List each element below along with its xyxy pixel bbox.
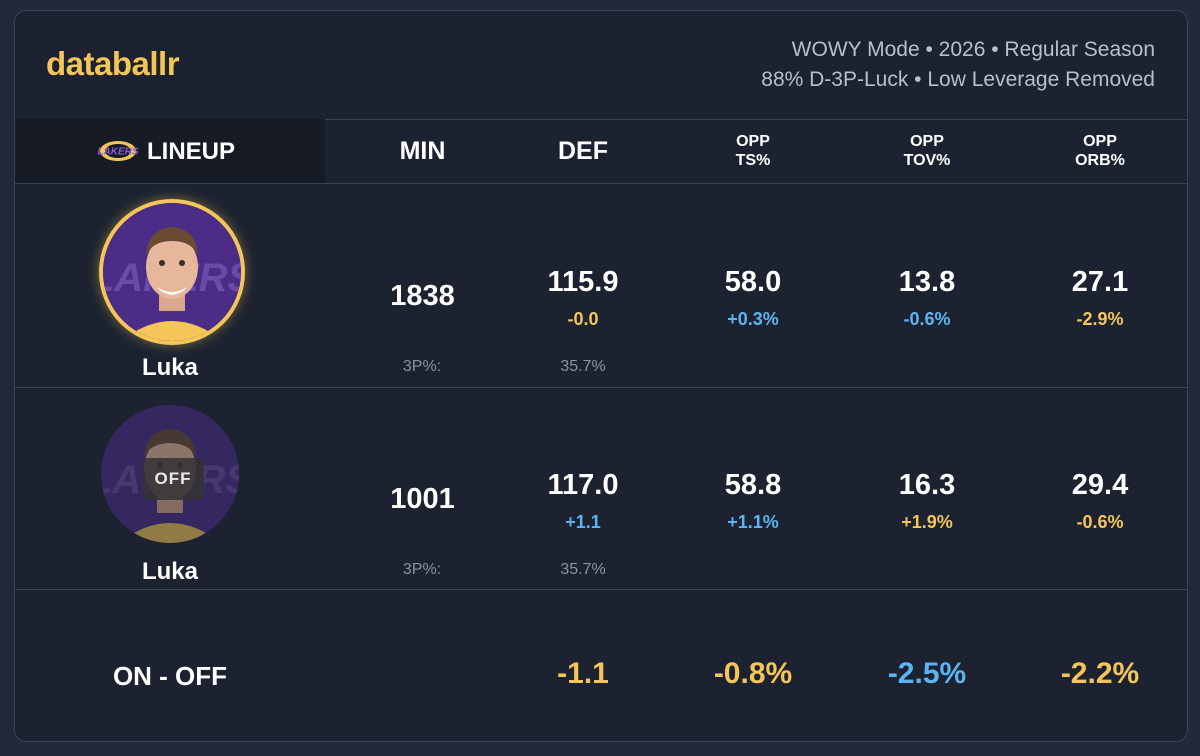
opp-orb-value: 27.1	[1071, 266, 1129, 298]
player-name[interactable]: Luka	[141, 354, 198, 381]
opp-orb-header-line1: OPP	[1083, 133, 1117, 150]
opp-orb-value: 29.4	[1071, 469, 1129, 501]
opp-tov-delta: +1.9%	[901, 512, 953, 532]
opp-ts-header-line1: OPP	[736, 133, 770, 150]
mode-info: WOWY Mode • 2026 • Regular Season 88% D-…	[761, 35, 1155, 95]
opp-ts-header[interactable]: OPP TS%	[693, 119, 813, 183]
wowy-card: databallr WOWY Mode • 2026 • Regular Sea…	[14, 10, 1188, 742]
svg-text:LAKERS: LAKERS	[97, 147, 138, 158]
on-off-opp-tov: -2.5%	[887, 657, 967, 690]
opp-orb-delta: -2.9%	[1076, 309, 1124, 329]
on-off-summary-row: ON - OFF -1.1 -0.8% -2.5% -2.2%	[15, 590, 1187, 741]
opp-orb-header-line2: ORB%	[1075, 152, 1125, 169]
three-pt-value: 35.7%	[560, 561, 606, 578]
column-headers: LAKERS LINEUP MIN DEF OPP TS% OPP TOV% O…	[15, 119, 1187, 184]
opp-ts-value: 58.0	[724, 266, 782, 298]
lineup-header-cell: LAKERS LINEUP	[15, 119, 325, 183]
opp-ts-value: 58.8	[724, 469, 782, 501]
card-header: databallr WOWY Mode • 2026 • Regular Sea…	[15, 11, 1187, 120]
mode-line-2: 88% D-3P-Luck • Low Leverage Removed	[761, 68, 1155, 91]
player-photo-icon: LAKERS	[103, 203, 241, 341]
player-avatar[interactable]: LAKERS	[99, 199, 245, 345]
opp-tov-delta: -0.6%	[903, 309, 951, 329]
on-off-opp-ts: -0.8%	[713, 657, 793, 690]
on-off-opp-orb: -2.2%	[1060, 657, 1140, 690]
on-off-def: -1.1	[557, 657, 609, 690]
def-delta: -0.0	[567, 309, 599, 329]
def-header[interactable]: DEF	[558, 137, 608, 165]
table-row-off: LAKERS OFF Luka 1001 117.0 +1.1 58.8 +1.…	[15, 388, 1187, 590]
min-value: 1001	[390, 483, 455, 515]
mode-line-1: WOWY Mode • 2026 • Regular Season	[791, 38, 1155, 61]
min-value: 1838	[390, 280, 455, 312]
opp-orb-delta: -0.6%	[1076, 512, 1124, 532]
on-off-label: ON - OFF	[112, 661, 228, 691]
opp-ts-delta: +1.1%	[727, 512, 779, 532]
three-pt-value: 35.7%	[560, 358, 606, 375]
opp-tov-header[interactable]: OPP TOV%	[867, 119, 987, 183]
lakers-logo-icon: LAKERS	[97, 141, 139, 161]
brand-logo[interactable]: databallr	[46, 45, 180, 82]
opp-ts-delta: +0.3%	[727, 309, 779, 329]
def-delta: +1.1	[565, 512, 601, 532]
three-pt-label: 3P%:	[402, 561, 442, 578]
opp-ts-header-line2: TS%	[735, 152, 771, 169]
player-name[interactable]: Luka	[141, 558, 198, 585]
opp-tov-header-line1: OPP	[910, 133, 944, 150]
opp-orb-header[interactable]: OPP ORB%	[1040, 119, 1160, 183]
opp-tov-header-line2: TOV%	[903, 152, 951, 169]
def-value: 115.9	[547, 266, 619, 298]
def-value: 117.0	[547, 469, 619, 501]
off-badge: OFF	[142, 458, 204, 500]
three-pt-label: 3P%:	[402, 358, 442, 375]
opp-tov-value: 13.8	[898, 266, 956, 298]
lineup-header[interactable]: LINEUP	[147, 138, 236, 165]
table-row-on: LAKERS Luka 1838 115.9 -0.0 58.0 +0.3% 1…	[15, 184, 1187, 388]
min-header[interactable]: MIN	[399, 137, 446, 165]
opp-tov-value: 16.3	[898, 469, 956, 501]
